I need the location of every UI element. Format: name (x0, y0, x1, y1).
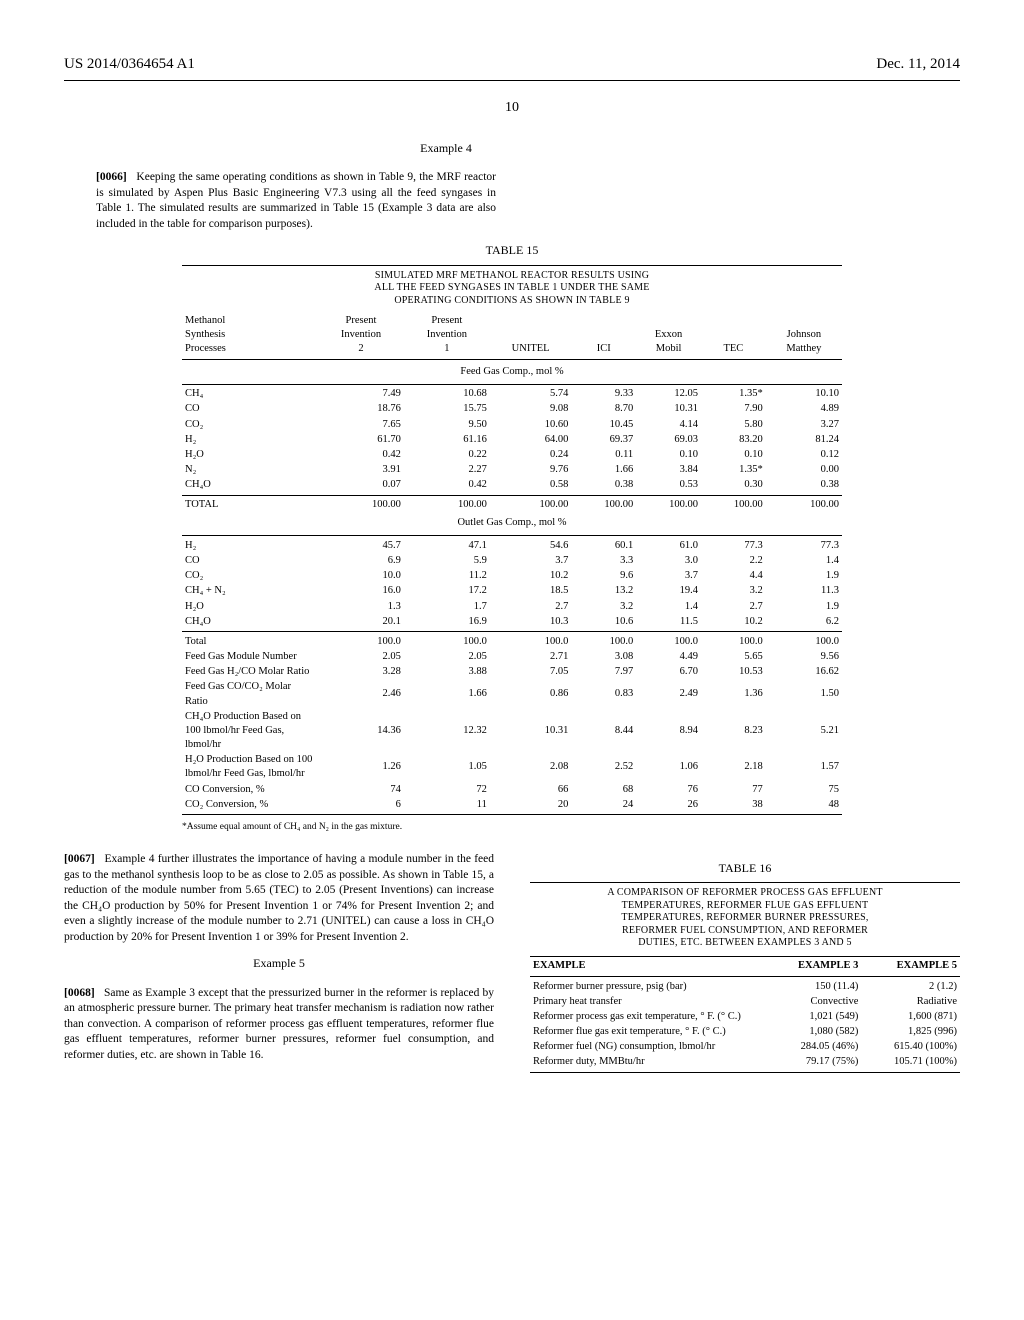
table-row: N₂3.912.279.761.663.841.35*0.00 (182, 463, 842, 478)
table-15-title: SIMULATED MRF METHANOL REACTOR RESULTS U… (182, 270, 842, 308)
table-15-caption: TABLE 15 (182, 242, 842, 258)
table-row: CH₄ + N₂16.017.218.513.219.43.211.3 (182, 584, 842, 599)
patent-number: US 2014/0364654 A1 (64, 54, 195, 74)
t15-rule-bottom (182, 814, 842, 815)
table-section-heading: Outlet Gas Comp., mol % (182, 513, 842, 533)
t16-rule-bottom (530, 1072, 960, 1073)
table-row: H₂O0.420.220.240.110.100.100.12 (182, 447, 842, 462)
t16-h0: EXAMPLE (530, 959, 767, 974)
t15-h6-2: Matthey (786, 343, 821, 354)
page-number: 10 (64, 99, 960, 118)
table-16-title: A COMPARISON OF REFORMER PROCESS GAS EFF… (530, 887, 960, 950)
table-section-heading: Feed Gas Comp., mol % (182, 362, 842, 382)
table-row: Reformer flue gas exit temperature, ° F.… (530, 1025, 960, 1040)
table-row: CO₂ Conversion, %6112024263848 (182, 797, 842, 812)
t15-h6-1: Johnson (787, 329, 821, 340)
table-row: CO₂7.659.5010.6010.454.145.803.27 (182, 417, 842, 432)
t15-h3-2: ICI (597, 343, 611, 354)
table-row: Primary heat transferConvectiveRadiative (530, 994, 960, 1009)
table-row: Reformer burner pressure, psig (bar)150 … (530, 979, 960, 994)
table-row: CO6.95.93.73.33.02.21.4 (182, 553, 842, 568)
para-num-0066: [0066] (96, 171, 127, 183)
t15-h5-2: TEC (723, 343, 743, 354)
table-row: Feed Gas H₂/CO Molar Ratio3.283.887.057.… (182, 665, 842, 680)
t16-h1: EXAMPLE 3 (767, 959, 862, 974)
para-0068-text: Same as Example 3 except that the pressu… (64, 987, 494, 1061)
t15-rule-top (182, 265, 842, 266)
table-15: Methanol Synthesis Processes Present Inve… (182, 313, 842, 812)
table-15-wrapper: TABLE 15 SIMULATED MRF METHANOL REACTOR … (182, 242, 842, 834)
right-column: TABLE 16 A COMPARISON OF REFORMER PROCES… (530, 852, 960, 1075)
t16-title-2: TEMPERATURES, REFORMER BURNER PRESSURES, (621, 912, 868, 923)
table-row: H₂O1.31.72.73.21.42.71.9 (182, 599, 842, 614)
table-row: TOTAL100.00100.00100.00100.00100.00100.0… (182, 498, 842, 513)
table-row: H₂45.747.154.660.161.077.377.3 (182, 538, 842, 553)
t15-h2-2: UNITEL (512, 343, 550, 354)
para-num-0068: [0068] (64, 987, 95, 999)
t15-h0-1: Invention (341, 329, 381, 340)
t16-rule-head-top (530, 956, 960, 957)
t15-h-left-1: Methanol (185, 315, 225, 326)
para-num-0067: [0067] (64, 853, 95, 865)
t15-h4-2: Mobil (656, 343, 682, 354)
table-row: Reformer process gas exit temperature, °… (530, 1009, 960, 1024)
t16-title-4: DUTIES, ETC. BETWEEN EXAMPLES 3 AND 5 (638, 937, 852, 948)
table-16-caption: TABLE 16 (530, 860, 960, 876)
t15-title-l3: OPERATING CONDITIONS AS SHOWN IN TABLE 9 (394, 295, 629, 306)
t16-title-0: A COMPARISON OF REFORMER PROCESS GAS EFF… (607, 887, 882, 898)
table-row: CO Conversion, %74726668767775 (182, 782, 842, 797)
table-row: H₂61.7061.1664.0069.3769.0383.2081.24 (182, 432, 842, 447)
t16-rule-top (530, 882, 960, 883)
para-0068: [0068] Same as Example 3 except that the… (64, 986, 494, 1064)
table-row: Feed Gas Module Number2.052.052.713.084.… (182, 650, 842, 665)
t15-h4-1: Exxon (655, 329, 682, 340)
t15-h1-1: Invention (427, 329, 467, 340)
t15-h1-2: 1 (444, 343, 449, 354)
table-row: Total100.0100.0100.0100.0100.0100.0100.0 (182, 634, 842, 649)
t15-h0-0: Present (346, 315, 377, 326)
table-row: Reformer duty, MMBtu/hr79.17 (75%)105.71… (530, 1055, 960, 1070)
t16-title-3: REFORMER FUEL CONSUMPTION, AND REFORMER (622, 925, 868, 936)
table-row: H₂O Production Based on 100 lbmol/hr Fee… (182, 753, 842, 782)
table-row: CO18.7615.759.088.7010.317.904.89 (182, 402, 842, 417)
table-row: CO₂10.011.210.29.63.74.41.9 (182, 569, 842, 584)
table-row: CH₄O Production Based on 100 lbmol/hr Fe… (182, 709, 842, 753)
header-rule (64, 80, 960, 81)
para-0067-text: Example 4 further illustrates the import… (64, 853, 494, 943)
t15-h-left-2: Synthesis (185, 329, 225, 340)
t15-h-left-3: Processes (185, 343, 226, 354)
t15-title-l1: SIMULATED MRF METHANOL REACTOR RESULTS U… (375, 270, 649, 281)
table-15-footnote: *Assume equal amount of CH₄ and N₂ in th… (182, 821, 842, 834)
left-column: [0067] Example 4 further illustrates the… (64, 852, 494, 1075)
t15-h1-0: Present (431, 315, 462, 326)
para-0066-text: Keeping the same operating conditions as… (96, 171, 496, 230)
page-header: US 2014/0364654 A1 Dec. 11, 2014 (64, 54, 960, 74)
example-4-heading: Example 4 (156, 140, 736, 156)
t16-h2: EXAMPLE 5 (861, 959, 960, 974)
table-row: CH₄O20.116.910.310.611.510.26.2 (182, 614, 842, 629)
t15-h0-2: 2 (358, 343, 363, 354)
table-16: EXAMPLE EXAMPLE 3 EXAMPLE 5 Reformer bur… (530, 959, 960, 1070)
example-5-heading: Example 5 (64, 955, 494, 971)
para-0066: [0066] Keeping the same operating condit… (96, 170, 496, 232)
t16-title-1: TEMPERATURES, REFORMER FLUE GAS EFFLUENT (622, 900, 869, 911)
t15-title-l2: ALL THE FEED SYNGASES IN TABLE 1 UNDER T… (374, 282, 649, 293)
patent-date: Dec. 11, 2014 (876, 54, 960, 74)
table-row: Reformer fuel (NG) consumption, lbmol/hr… (530, 1040, 960, 1055)
para-0067: [0067] Example 4 further illustrates the… (64, 852, 494, 945)
table-row: CH₄O0.070.420.580.380.530.300.38 (182, 478, 842, 493)
table-row: CH₄7.4910.685.749.3312.051.35*10.10 (182, 387, 842, 402)
table-row: Feed Gas CO/CO₂ Molar Ratio2.461.660.860… (182, 680, 842, 709)
